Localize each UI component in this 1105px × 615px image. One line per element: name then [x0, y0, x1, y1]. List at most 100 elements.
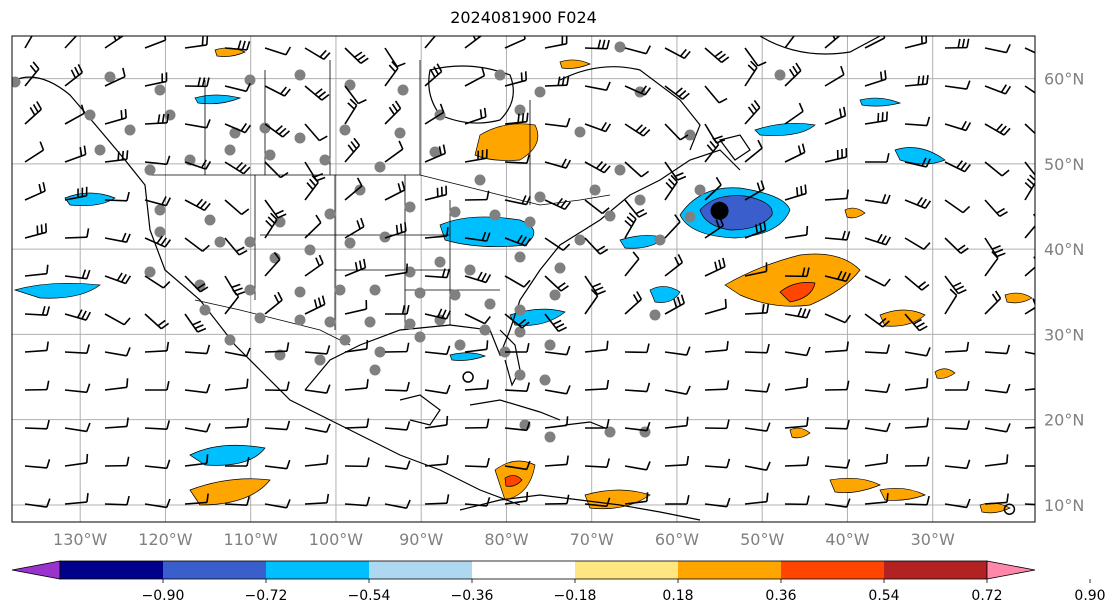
- station-dot: [394, 127, 406, 139]
- wind-barb: [184, 237, 210, 252]
- wind-barb: [104, 150, 129, 163]
- wind-barb: [904, 347, 931, 357]
- wind-barb: [624, 421, 651, 432]
- wind-barb: [104, 456, 130, 467]
- station-dot: [684, 129, 696, 141]
- station-markers: [12, 41, 786, 443]
- station-dot: [244, 236, 256, 248]
- station-dot: [604, 210, 616, 222]
- negative-anomaly-region: [439, 216, 535, 247]
- wind-barb: [1024, 213, 1035, 239]
- wind-barb: [384, 499, 411, 509]
- wind-barb: [904, 456, 930, 467]
- station-dot: [544, 431, 556, 443]
- wind-barb: [464, 418, 490, 429]
- wind-barb: [344, 98, 358, 125]
- station-dot: [554, 262, 566, 274]
- wind-barb: [544, 494, 570, 505]
- colorbar-segment: [60, 561, 163, 579]
- colorbar-segment: [781, 561, 884, 579]
- wind-barb: [384, 181, 406, 201]
- wind-barb: [184, 383, 211, 394]
- wind-barb: [584, 39, 610, 50]
- latitude-tick-label: 50°N: [1044, 155, 1084, 174]
- wind-barb: [264, 291, 283, 315]
- wind-barb: [184, 454, 209, 467]
- wind-barb: [184, 119, 211, 129]
- wind-barb: [264, 420, 291, 431]
- station-dot: [544, 339, 556, 351]
- wind-barb: [864, 70, 887, 87]
- wind-barb: [544, 416, 569, 429]
- positive-anomaly-region: [879, 309, 926, 327]
- positive-anomaly-region: [829, 478, 881, 494]
- wind-barb: [24, 223, 48, 239]
- colorbar-tick-label: 0.54: [868, 588, 899, 604]
- wind-barb: [504, 36, 526, 49]
- positive-anomaly-region: [214, 47, 246, 57]
- wind-barb: [824, 313, 852, 324]
- wind-barb: [624, 45, 652, 55]
- negative-anomaly-region: [894, 147, 946, 165]
- wind-barb: [464, 231, 491, 242]
- wind-barb: [1024, 256, 1035, 277]
- negative-anomaly-region: [649, 286, 681, 303]
- wind-barb: [544, 117, 571, 128]
- wind-barb: [1024, 123, 1035, 135]
- station-dot: [369, 284, 381, 296]
- wind-barb: [904, 116, 931, 127]
- wind-barb: [744, 343, 770, 354]
- colorbar-tick-label: −0.90: [142, 588, 185, 604]
- wind-barb: [944, 160, 971, 173]
- wind-barb: [1024, 161, 1035, 177]
- wind-barb: [624, 251, 640, 277]
- wind-barb: [1024, 503, 1035, 506]
- station-dot: [319, 154, 331, 166]
- cuba: [469, 399, 561, 421]
- longitude-tick-label: 60°W: [655, 530, 699, 549]
- wind-barb: [584, 237, 609, 255]
- station-dot: [199, 304, 211, 316]
- wind-barb: [665, 495, 690, 505]
- wind-barb: [744, 383, 771, 393]
- wind-barb: [24, 264, 49, 277]
- colorbar-segment: [163, 561, 266, 579]
- wind-barb: [24, 36, 33, 49]
- wind-barb: [864, 194, 891, 205]
- wind-barb: [424, 103, 445, 125]
- longitude-tick-label: 120°W: [138, 530, 193, 549]
- wind-barb: [304, 345, 331, 355]
- wind-barb: [544, 237, 571, 251]
- wind-barb: [704, 85, 728, 104]
- wind-barb: [344, 300, 368, 315]
- wind-barb: [824, 106, 847, 125]
- wind-barb: [1024, 85, 1035, 94]
- map-area: [12, 36, 1035, 522]
- wind-barb: [824, 498, 851, 508]
- wind-barb: [464, 497, 491, 507]
- station-dot: [494, 69, 506, 81]
- positive-anomaly-region: [189, 478, 271, 506]
- station-dot: [224, 144, 236, 156]
- wind-barb: [504, 421, 531, 432]
- wind-barb: [544, 275, 569, 292]
- latitude-tick-label: 10°N: [1044, 496, 1084, 515]
- station-dot: [294, 69, 306, 81]
- wind-barb: [344, 339, 369, 353]
- wind-barb: [904, 495, 930, 506]
- wind-barb: [344, 85, 367, 105]
- wind-barb: [145, 381, 170, 391]
- us-mexico-border: [194, 299, 351, 346]
- wind-barb: [504, 195, 531, 206]
- wind-barb: [1024, 426, 1035, 429]
- wind-barb: [224, 378, 249, 391]
- station-dot: [124, 124, 136, 136]
- wind-barb: [504, 112, 529, 125]
- wind-barb: [784, 417, 809, 429]
- wind-barb: [544, 197, 571, 211]
- wind-barb: [864, 313, 890, 328]
- wind-barb: [584, 458, 611, 468]
- wind-barb: [304, 47, 331, 61]
- open-circle-marker: [1003, 503, 1016, 515]
- longitude-tick-label: 70°W: [570, 530, 614, 549]
